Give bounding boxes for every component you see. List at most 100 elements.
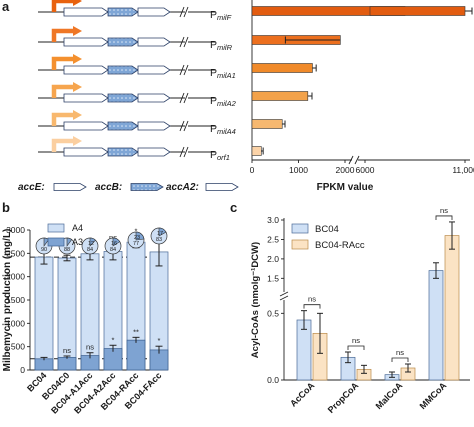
legend-label: accE: bbox=[18, 182, 45, 193]
axis-break bbox=[279, 291, 289, 297]
ns-label: ns bbox=[440, 206, 448, 215]
promoter-label: PmilR bbox=[210, 39, 233, 52]
sig-label-a4: * bbox=[135, 227, 138, 236]
construct-row: Porf1 bbox=[38, 136, 230, 162]
promoter-arrowhead bbox=[73, 54, 82, 64]
x-tick-label: AcCoA bbox=[288, 380, 317, 409]
axis-break bbox=[348, 155, 354, 165]
bar-a3 bbox=[34, 358, 54, 371]
axis-break bbox=[354, 155, 360, 165]
sig-label-a3: * bbox=[158, 336, 161, 345]
construct-row: PmilA4 bbox=[38, 110, 236, 136]
gene-accE bbox=[63, 65, 109, 75]
promoter-label: PmilF bbox=[210, 9, 232, 22]
ns-bracket bbox=[347, 345, 365, 350]
ns-bracket bbox=[391, 357, 409, 362]
y-tick-label: 500 bbox=[11, 342, 25, 352]
legend-gene-accE bbox=[53, 183, 87, 191]
gene-accB bbox=[107, 7, 139, 17]
break-mark bbox=[179, 64, 185, 76]
break-mark bbox=[183, 36, 189, 48]
y-axis-title: Acyl-CoAs (nmolg⁻¹DCW) bbox=[250, 242, 261, 358]
fpkm-bar bbox=[251, 146, 262, 156]
break-mark bbox=[179, 36, 185, 48]
pie-label-bottom: 84 bbox=[87, 247, 93, 253]
gene-accE bbox=[63, 93, 109, 103]
sig-label-a3: * bbox=[112, 335, 115, 344]
pie-slice bbox=[158, 227, 167, 237]
panel-label-a: a bbox=[2, 0, 10, 14]
y-tick-label: 2.5 bbox=[267, 234, 279, 244]
gene-accA2 bbox=[137, 147, 171, 157]
x-tick-label: MMCoA bbox=[418, 380, 449, 411]
legend-gene-accB bbox=[130, 183, 164, 191]
pie-slice bbox=[135, 231, 145, 241]
panel-label-c: c bbox=[230, 200, 237, 215]
sig-label-a3: ns bbox=[63, 346, 71, 355]
legend-label-bc04-racc: BC04-RAcc bbox=[315, 240, 365, 251]
break-mark bbox=[179, 120, 185, 132]
promoter-arrow bbox=[51, 84, 74, 98]
gene-accB bbox=[107, 65, 139, 75]
legend-label: accA2: bbox=[166, 182, 199, 193]
bar-a3 bbox=[126, 339, 146, 371]
gene-accE bbox=[63, 121, 109, 131]
gene-accB bbox=[107, 37, 139, 47]
promoter-arrow bbox=[51, 56, 74, 70]
break-mark bbox=[183, 92, 189, 104]
gene-accB bbox=[107, 121, 139, 131]
construct-row: PmilA2 bbox=[38, 82, 237, 108]
legend-gene-accA2 bbox=[205, 183, 239, 191]
y-tick-label: 2.0 bbox=[267, 254, 279, 264]
x-tick-label: 1000 bbox=[289, 165, 308, 175]
pie-slice bbox=[66, 237, 73, 247]
y-tick-label: 3.0 bbox=[267, 215, 279, 225]
gene-accE bbox=[63, 37, 109, 47]
sig-label-a4: ns bbox=[109, 233, 117, 242]
promoter-arrow bbox=[51, 28, 74, 42]
pie-label-bottom: 90 bbox=[41, 247, 47, 253]
gene-accE bbox=[63, 7, 109, 17]
y-tick-label: 1.5 bbox=[267, 273, 279, 283]
promoter-arrowhead bbox=[73, 26, 82, 36]
y-tick-label: 1000 bbox=[6, 318, 25, 328]
y-tick-label: 2000 bbox=[6, 272, 25, 282]
promoter-label: PmilA2 bbox=[210, 95, 237, 108]
gene-accB bbox=[107, 93, 139, 103]
gene-accA2 bbox=[137, 121, 171, 131]
promoter-arrowhead bbox=[73, 110, 82, 120]
promoter-arrowhead bbox=[73, 82, 82, 92]
break-mark bbox=[183, 6, 189, 18]
promoter-label: PmilA4 bbox=[210, 123, 236, 136]
promoter-arrow bbox=[51, 0, 74, 12]
promoter-label: Porf1 bbox=[210, 149, 230, 162]
ns-label: ns bbox=[396, 348, 404, 357]
acyl-coa-chart: 0.0 0.5 1.5 2.0 2.5 3.0 Acyl-CoAs (nmolg⁻¹DCW)… bbox=[250, 206, 470, 415]
pie-slice bbox=[112, 237, 121, 247]
pie-label-bottom: 83 bbox=[156, 237, 162, 243]
pie-label-top: 17 bbox=[157, 231, 163, 237]
legend-swatch-a4 bbox=[47, 223, 65, 233]
legend-label-bc04: BC04 bbox=[315, 224, 339, 235]
sig-label-a3: ** bbox=[133, 327, 139, 336]
y-axis-title: Milbemycin production (mg/L) bbox=[2, 229, 13, 372]
gene-legend: accE: accB: accA2: bbox=[18, 182, 239, 193]
x-tick-label: 11,000 bbox=[452, 165, 474, 175]
pie-label-bottom: 84 bbox=[110, 247, 116, 253]
y-tick-label: 2500 bbox=[6, 248, 25, 258]
x-tick-label: MalCoA bbox=[374, 380, 405, 411]
promoter-arrow bbox=[51, 112, 74, 126]
construct-row: PmilF bbox=[38, 0, 232, 22]
legend-label-a4: A4 bbox=[72, 223, 83, 233]
legend-swatch-bc04 bbox=[291, 223, 309, 234]
sig-label-a3: ns bbox=[86, 343, 94, 352]
y-tick-label: 3000 bbox=[6, 225, 25, 235]
break-mark bbox=[183, 120, 189, 132]
bar-a3 bbox=[57, 357, 77, 371]
fpkm-bar bbox=[251, 63, 313, 73]
legend-swatch-bc04-racc bbox=[291, 239, 309, 250]
gene-accA2 bbox=[137, 65, 171, 75]
legend-label-a3: A3 bbox=[72, 237, 83, 247]
